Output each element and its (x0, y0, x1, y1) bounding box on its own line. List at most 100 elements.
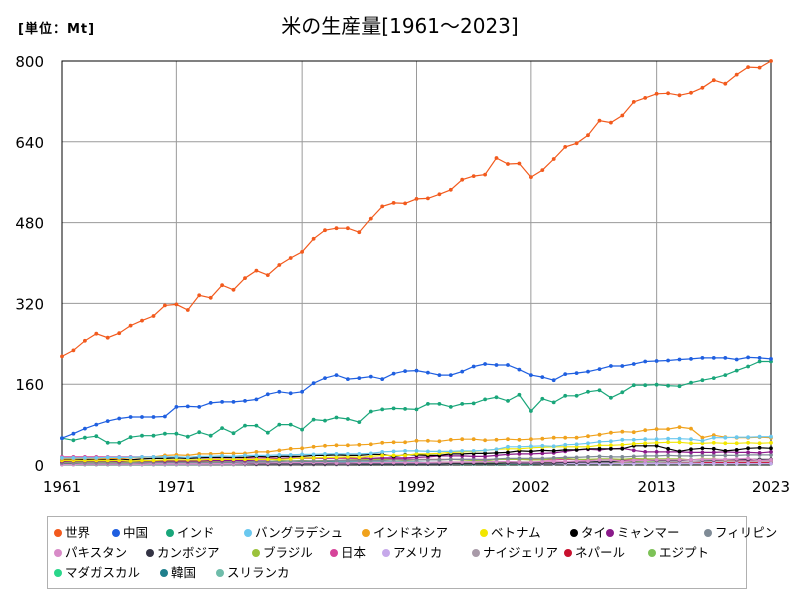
data-point (128, 323, 133, 328)
data-point (460, 177, 465, 182)
data-point (734, 368, 739, 373)
legend-item: ブラジル (252, 542, 313, 561)
data-point (277, 422, 282, 427)
data-point (357, 442, 362, 447)
data-point (220, 283, 225, 288)
data-point (654, 382, 659, 387)
data-point (414, 452, 419, 456)
data-point (426, 458, 430, 462)
legend-label: エジプト (659, 545, 710, 560)
data-point (437, 449, 442, 454)
data-point (346, 417, 350, 421)
data-point (197, 458, 202, 462)
data-point (757, 359, 762, 364)
data-point (403, 369, 407, 373)
legend-label: ブラジル (263, 545, 313, 560)
data-point (197, 405, 202, 409)
data-point (551, 400, 556, 405)
legend-marker (216, 568, 224, 577)
data-point (391, 460, 396, 465)
data-point (586, 133, 590, 138)
data-point (689, 447, 693, 452)
data-point (83, 426, 87, 431)
data-point (426, 196, 430, 201)
data-point (654, 440, 659, 445)
legend-item: フィリピン (704, 522, 777, 541)
data-point (506, 363, 510, 367)
data-point (185, 308, 190, 312)
data-point (643, 96, 648, 100)
data-point (711, 450, 716, 455)
data-point (563, 393, 568, 398)
data-point (334, 443, 339, 448)
legend-label: マダガスカル (65, 565, 141, 580)
data-point (323, 455, 327, 460)
data-point (254, 423, 259, 428)
data-point (300, 456, 304, 460)
data-point (643, 461, 648, 466)
data-point (711, 376, 716, 380)
data-point (643, 437, 648, 442)
data-point (551, 157, 556, 161)
data-point (220, 457, 225, 462)
data-point (391, 201, 396, 205)
data-point (265, 392, 270, 397)
legend-marker (570, 528, 578, 537)
data-point (357, 230, 362, 235)
legend-marker (330, 548, 338, 557)
data-point (483, 362, 487, 366)
data-point (609, 395, 613, 400)
data-point (460, 369, 465, 374)
data-point (620, 437, 625, 442)
data-point (83, 338, 87, 343)
data-point (311, 459, 316, 463)
data-point (540, 451, 545, 456)
data-point (174, 458, 179, 462)
data-point (666, 440, 670, 445)
data-point (300, 452, 304, 457)
data-point (265, 430, 270, 435)
legend-label: ミャンマー (617, 525, 680, 540)
legend-marker (704, 528, 712, 537)
legend-marker (564, 548, 572, 557)
data-point (586, 444, 590, 449)
data-point (368, 451, 373, 456)
legend-label: インド (177, 525, 215, 540)
data-point (357, 458, 362, 463)
data-point (185, 404, 190, 409)
data-point (117, 455, 122, 460)
data-point (769, 446, 773, 451)
data-point (334, 452, 339, 456)
data-point (677, 449, 682, 454)
data-point (631, 448, 636, 453)
data-point (506, 162, 510, 166)
data-point (517, 437, 522, 442)
data-point (563, 145, 568, 149)
data-point (677, 357, 682, 362)
data-point (368, 442, 373, 447)
data-point (711, 435, 716, 440)
data-point (517, 392, 522, 397)
data-point (208, 454, 213, 459)
data-point (391, 440, 396, 445)
data-point (529, 175, 533, 180)
data-point (265, 450, 270, 454)
data-point (323, 452, 327, 456)
data-point (597, 439, 602, 444)
data-point (117, 416, 122, 421)
data-point (483, 458, 487, 462)
data-point (746, 364, 750, 369)
data-point (631, 458, 636, 463)
data-point (654, 359, 659, 363)
data-point (460, 449, 465, 453)
legend-item: ベトナム (480, 522, 541, 541)
data-point (574, 371, 579, 375)
grid-lines (62, 61, 771, 465)
data-point (620, 442, 625, 447)
data-point (391, 453, 396, 458)
data-point (677, 93, 682, 98)
data-point (231, 454, 236, 459)
data-point (494, 156, 499, 160)
data-point (529, 444, 533, 449)
